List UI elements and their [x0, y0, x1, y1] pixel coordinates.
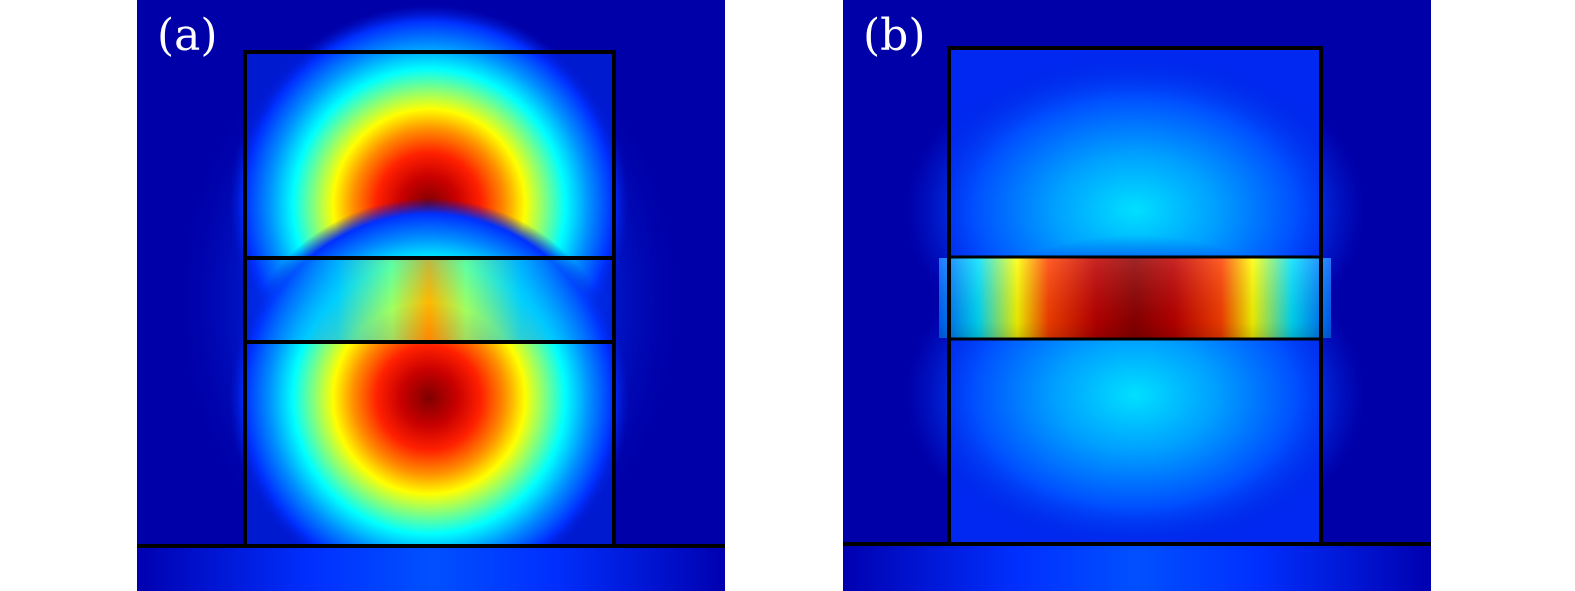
field-map-a [137, 0, 725, 591]
panel-a: (a) [137, 0, 725, 591]
middle-layer-field [245, 258, 613, 342]
field-map-b [843, 0, 1431, 591]
panel-b: (b) [843, 0, 1431, 591]
substrate-field [137, 546, 725, 591]
panel-label-a: (a) [157, 10, 218, 61]
substrate-field [843, 545, 1431, 591]
panel-label-b: (b) [863, 10, 926, 61]
slab-shading [939, 258, 1331, 338]
